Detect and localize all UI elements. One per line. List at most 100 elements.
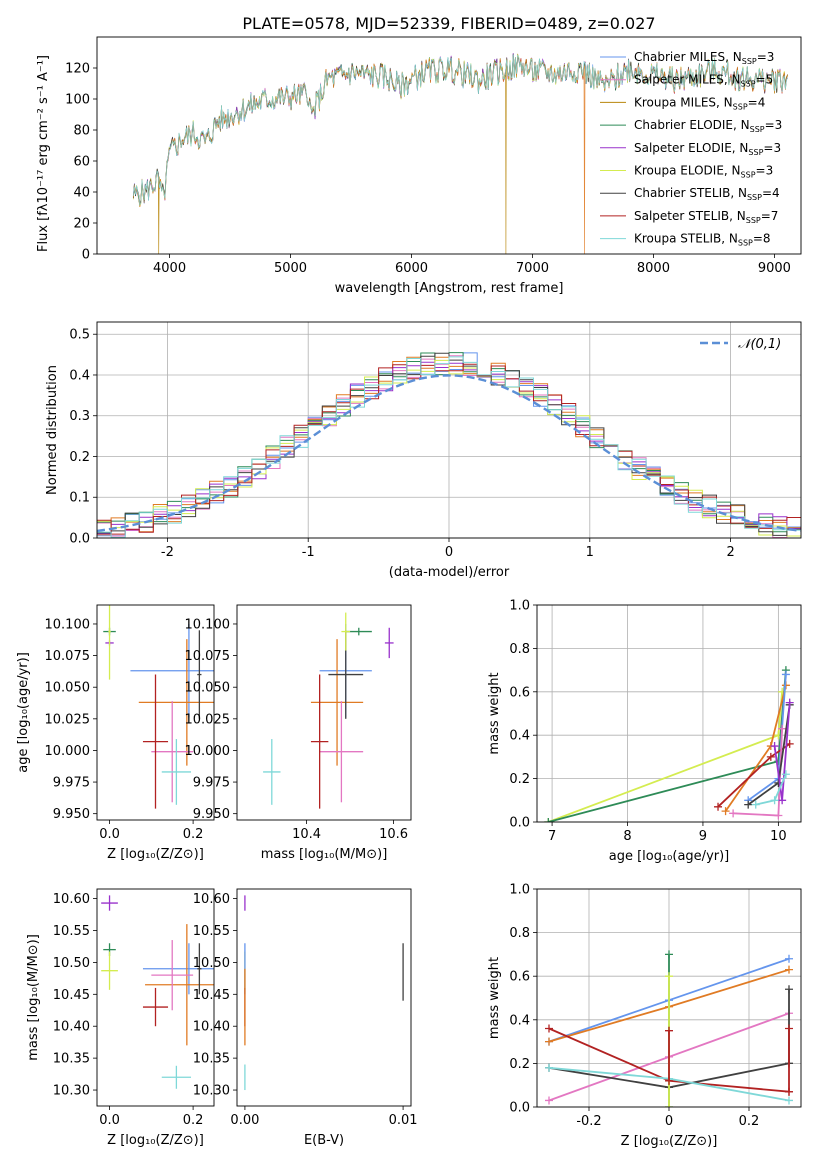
legend-entry: Kroupa STELIB, NSSP=8	[634, 232, 771, 248]
y-tick-label: 10.100	[185, 617, 231, 632]
y-tick-label: 10.40	[193, 1020, 230, 1035]
x-axis-label: Z [log₁₀(Z/Z⊙)]	[621, 1134, 718, 1149]
y-tick-label: 20	[73, 217, 90, 232]
x-tick-label: 0.2	[739, 1114, 760, 1129]
y-tick-label: 10.100	[45, 617, 91, 632]
x-axis-label: E(B-V)	[304, 1133, 344, 1148]
legend-entry: Chabrier STELIB, NSSP=4	[634, 186, 780, 202]
y-tick-label: 9.950	[193, 807, 230, 822]
x-tick-label: -0.2	[576, 1114, 601, 1129]
x-tick-label: 5000	[274, 261, 307, 276]
plus-marker	[781, 670, 790, 679]
legend-entry: Kroupa MILES, NSSP=4	[634, 95, 765, 111]
axes-frame	[96, 888, 215, 1107]
plus-marker	[785, 954, 793, 963]
x-tick-label: 0.0	[99, 827, 120, 842]
axes-weight-vs-age: 7 8 9 10 0.0 0.2 0.4 0.6 0.8 1.0 age [log₁₀(age/yr…	[487, 599, 802, 864]
plus-marker	[665, 950, 673, 959]
x-tick-label: 0	[665, 1114, 673, 1129]
y-tick-label: 10.60	[193, 892, 230, 907]
error-bar-point	[101, 895, 118, 911]
y-tick-label: 10.60	[53, 892, 90, 907]
axes-residuals: -2 -1 0 1 2 0.0 0.1 0.2 0.3 0.4 0.5 (data-model)/er…	[45, 321, 802, 580]
plus-marker	[545, 1037, 553, 1046]
y-tick-label: 80	[73, 124, 90, 139]
x-tick-label: 10.6	[379, 827, 408, 842]
x-tick-label: 4000	[153, 261, 186, 276]
error-bar-point	[161, 739, 192, 805]
error-bar-point	[101, 951, 118, 990]
y-tick-label: 0.4	[509, 729, 530, 744]
frame: 4000 5000 6000 7000 8000 9000 0 20 40 60 80 100 120 w…	[65, 36, 802, 296]
error-bar-point	[108, 605, 111, 680]
y-tick-label: 10.000	[45, 744, 91, 759]
y-tick-label: 0.1	[69, 491, 90, 506]
x-tick-label: 8000	[637, 261, 670, 276]
plot-area	[263, 612, 394, 809]
y-axis-label: age [log₁₀(age/yr)]	[16, 652, 31, 773]
plus-marker	[770, 796, 779, 805]
axes-weight-vs-Z: -0.2 0 0.2 0.0 0.2 0.4 0.6 0.8 1.0 Z [log₁₀(Z/Z⊙)…	[487, 883, 802, 1149]
x-tick-label: 2	[726, 545, 734, 560]
error-bar-point	[142, 987, 169, 1027]
legend-entry: Chabrier ELODIE, NSSP=3	[634, 118, 782, 134]
legend-entry: Chabrier MILES, NSSP=3	[634, 50, 774, 66]
axes-frame	[236, 888, 412, 1107]
y-tick-label: 0.4	[509, 1013, 530, 1028]
plus-marker	[665, 972, 673, 981]
frame: 7 8 9 10 0.0 0.2 0.4 0.6 0.8 1.0 age [log₁₀(age/yr…	[509, 599, 802, 864]
error-bar-point	[341, 612, 351, 651]
y-tick-label: 10.35	[193, 1052, 230, 1067]
spectrum-line	[132, 54, 788, 207]
plot-area	[544, 666, 794, 822]
y-tick-label: 10.025	[185, 712, 231, 727]
axes-frame	[96, 604, 215, 821]
x-tick-label: 7000	[516, 261, 549, 276]
legend-entry: Salpeter MILES, NSSP=5	[634, 73, 773, 89]
plus-marker	[721, 807, 730, 816]
y-tick-label: 0.6	[509, 970, 530, 985]
y-tick-label: 10.050	[185, 681, 231, 696]
y-tick-label: 1.0	[509, 599, 530, 614]
y-tick-label: 10.075	[185, 649, 231, 664]
axes-mass-vs-EBV: 0.00 0.01 10.30 10.35 10.40 10.45 10.50 10.55 10…	[193, 888, 418, 1148]
plot-area	[97, 352, 801, 538]
y-tick-label: 0	[82, 248, 90, 263]
y-tick-label: 0.2	[509, 1057, 530, 1072]
axes-frame	[96, 321, 802, 539]
y-tick-label: 0.4	[69, 368, 90, 383]
x-axis-label: wavelength [Angstrom, rest frame]	[335, 281, 564, 296]
y-tick-label: 10.45	[53, 988, 90, 1003]
plus-marker	[544, 818, 553, 822]
plus-marker	[766, 752, 775, 761]
error-bar-point	[197, 943, 202, 995]
plus-marker	[785, 1096, 793, 1105]
y-tick-label: 10.55	[193, 924, 230, 939]
plot-area	[132, 52, 788, 254]
axes-spectrum: 4000 5000 6000 7000 8000 9000 0 20 40 60 80 100 120 w…	[36, 36, 802, 296]
axes-age-vs-mass: 10.4 10.6 9.950 9.975 10.000 10.025 10.050 10.0…	[185, 604, 412, 862]
legend-entry: 𝒩(0,1)	[738, 337, 781, 352]
x-tick-label: 1	[586, 545, 594, 560]
y-tick-label: 10.30	[53, 1084, 90, 1099]
x-axis-label: Z [log₁₀(Z/Z⊙)]	[107, 847, 204, 862]
frame: -2 -1 0 1 2 0.0 0.1 0.2 0.3 0.4 0.5 (data-model)/er…	[69, 321, 802, 580]
plus-marker	[545, 1096, 553, 1105]
y-axis-label: mass [log₁₀(M/M⊙)]	[26, 934, 41, 1061]
error-bar-point	[310, 639, 364, 766]
y-tick-label: 10.025	[45, 712, 91, 727]
y-tick-label: 10.35	[53, 1052, 90, 1067]
y-tick-label: 10.50	[53, 956, 90, 971]
error-bar-point	[151, 940, 194, 1011]
x-tick-label: 0.00	[230, 1113, 259, 1128]
y-tick-label: 0.6	[509, 685, 530, 700]
plus-marker	[665, 1026, 673, 1035]
frame: 0.00 0.01 10.30 10.35 10.40 10.45 10.50 10.55 10…	[193, 888, 418, 1148]
x-tick-label: 9	[699, 829, 707, 844]
x-tick-label: 9000	[758, 261, 791, 276]
y-tick-label: 0.8	[509, 642, 530, 657]
y-tick-label: 60	[73, 155, 90, 170]
y-tick-label: 0.0	[509, 1101, 530, 1116]
y-tick-label: 0.0	[69, 532, 90, 547]
